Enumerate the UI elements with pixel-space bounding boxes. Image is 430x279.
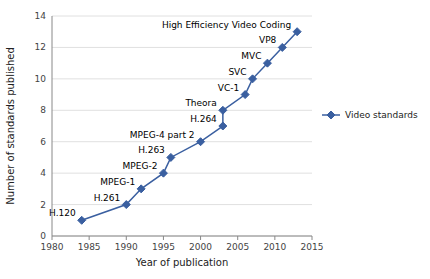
x-tick [237, 236, 238, 240]
annotation: High Efficiency Video Coding [162, 20, 291, 30]
x-tick-label: 1990 [115, 242, 138, 252]
line [82, 32, 297, 221]
annotation: H.263 [138, 145, 165, 155]
x-tick-label: 1985 [78, 242, 101, 252]
x-tick-label: 2015 [301, 242, 324, 252]
y-axis-label: Number of standards published [5, 47, 16, 205]
y-tick-label: 14 [35, 11, 47, 21]
annotation: MPEG-4 part 2 [130, 130, 195, 140]
marker [78, 216, 86, 224]
grid-line [52, 78, 312, 79]
marker [167, 153, 175, 161]
x-tick-label: 1995 [152, 242, 175, 252]
x-tick-label: 2005 [226, 242, 249, 252]
annotation: H.264 [190, 114, 217, 124]
grid-line [52, 16, 312, 17]
x-tick [89, 236, 90, 240]
marker [219, 106, 227, 114]
marker [249, 75, 257, 83]
annotation: MVC [241, 51, 261, 61]
annotation: MPEG-1 [100, 177, 135, 187]
marker [263, 59, 271, 67]
x-axis [52, 236, 312, 237]
annotation: SVC [228, 67, 246, 77]
annotation: VC-1 [218, 83, 239, 93]
y-tick-label: 6 [40, 137, 46, 147]
annotation: H.120 [49, 208, 76, 218]
plot-area [78, 28, 301, 225]
y-axis [52, 16, 53, 236]
grid-line [52, 204, 312, 205]
annotation: MPEG-2 [123, 161, 158, 171]
y-tick-label: 0 [40, 231, 46, 241]
annotation: VP8 [259, 35, 277, 45]
y-tick-label: 8 [40, 105, 46, 115]
y-tick-label: 2 [40, 200, 46, 210]
y-tick-label: 4 [40, 168, 46, 178]
marker [197, 138, 205, 146]
x-tick [274, 236, 275, 240]
x-axis-label: Year of publication [135, 257, 229, 268]
grid-line [52, 110, 312, 111]
x-tick [312, 236, 313, 240]
marker [122, 201, 130, 209]
x-tick-label: 2010 [263, 242, 286, 252]
x-tick-label: 1980 [41, 242, 64, 252]
marker [159, 169, 167, 177]
x-tick [163, 236, 164, 240]
marker [278, 43, 286, 51]
grid-line [52, 173, 312, 174]
annotation: Theora [184, 98, 216, 108]
annotation: H.261 [94, 193, 121, 203]
marker [137, 185, 145, 193]
marker [293, 28, 301, 36]
marker [241, 91, 249, 99]
grid-line [52, 236, 312, 237]
grid-line [52, 141, 312, 142]
x-tick-label: 2000 [189, 242, 212, 252]
y-tick-label: 12 [35, 42, 46, 52]
grid-line [52, 47, 312, 48]
marker [219, 122, 227, 130]
x-tick [200, 236, 201, 240]
y-tick-label: 10 [35, 74, 47, 84]
x-tick [126, 236, 127, 240]
x-tick [52, 236, 53, 240]
legend-label: Video standards [345, 110, 418, 120]
legend-marker [327, 111, 335, 119]
chart: 0 2 4 6 8 10 12 14 1980 1985 1990 1995 2000 2005 2010 2… [0, 0, 430, 279]
